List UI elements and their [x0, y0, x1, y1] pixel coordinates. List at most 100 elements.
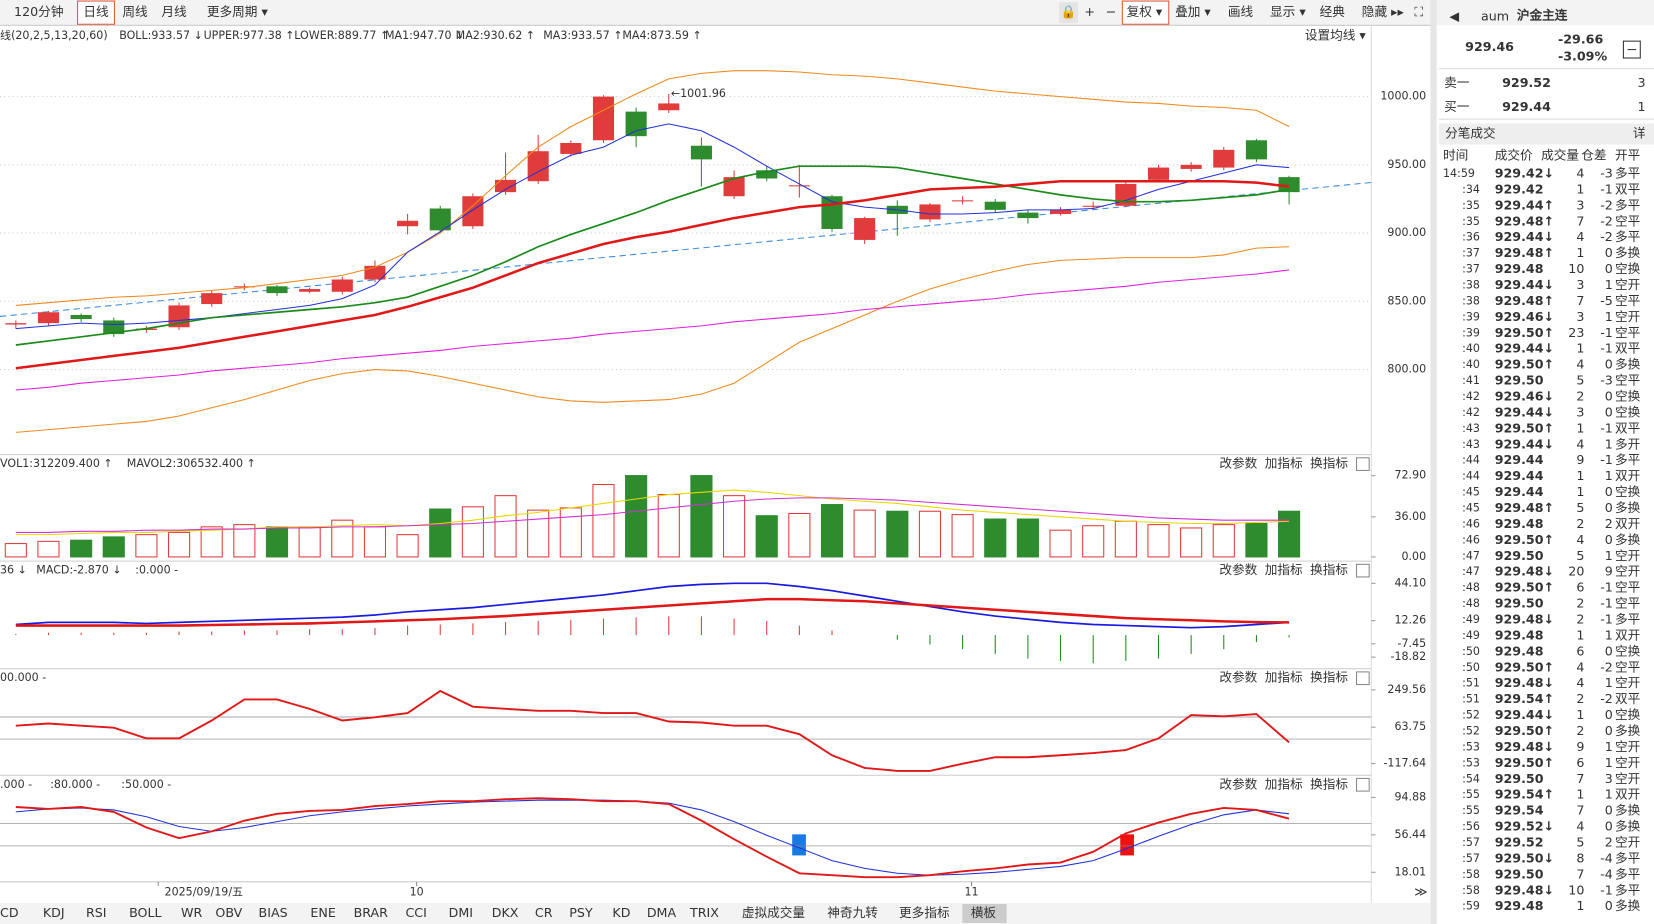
tab[interactable]: KDJ [43, 905, 65, 920]
volume-bar [70, 539, 93, 558]
legend-item: VOL1:312209.400 ↑ [0, 457, 113, 470]
splitter[interactable] [1430, 0, 1437, 924]
price-change: -29.66 [1558, 32, 1603, 47]
trade-time: :40 [1462, 358, 1480, 371]
panel-button[interactable]: 改参数 [1219, 670, 1257, 685]
candle-body [984, 201, 1006, 210]
panel-button[interactable]: 换指标 [1310, 670, 1348, 685]
tab[interactable]: RSI [86, 905, 107, 920]
volume-bar [1212, 524, 1235, 558]
tab[interactable]: CR [535, 905, 553, 920]
candle-body [1180, 164, 1202, 169]
trade-price: 929.44↓ [1495, 707, 1554, 722]
trade-type: 空平 [1615, 596, 1640, 611]
tab[interactable]: PSY [569, 905, 593, 920]
tab[interactable]: BOLL [129, 905, 161, 920]
tab[interactable]: CCI [405, 905, 426, 920]
panel-button[interactable]: 换指标 [1310, 562, 1348, 577]
collapse-box[interactable] [1622, 40, 1641, 59]
trade-price: 929.48↓ [1495, 739, 1554, 754]
trade-type: 多平 [1615, 452, 1640, 467]
panel-button[interactable]: 加指标 [1265, 562, 1303, 577]
trade-time: :43 [1462, 438, 1480, 451]
trade-type: 空换 [1615, 707, 1641, 722]
trade-time: :51 [1462, 693, 1480, 706]
scroll-end[interactable]: ≫ [1414, 884, 1427, 899]
panel-button[interactable]: 改参数 [1219, 456, 1257, 471]
period-button[interactable]: 日线 [83, 4, 109, 19]
lock-button[interactable] [1059, 2, 1079, 24]
tab[interactable]: WR [181, 905, 202, 920]
tab[interactable]: TRIX [689, 905, 719, 920]
trade-type: 空平 [1615, 373, 1640, 388]
panel-button[interactable]: 改参数 [1219, 562, 1257, 577]
period-button[interactable]: 月线 [161, 4, 187, 19]
candle-body [560, 143, 582, 154]
panel-close[interactable] [1356, 457, 1370, 471]
tab[interactable]: 虚拟成交量 [742, 905, 806, 920]
back-arrow[interactable]: ◀ [1449, 8, 1459, 23]
volume-bar [788, 512, 811, 558]
tab[interactable]: ENE [310, 905, 335, 920]
tab[interactable]: 横板 [971, 905, 997, 920]
trade-time: :53 [1462, 756, 1480, 769]
y-tick-label: 94.88 [1394, 790, 1426, 803]
trade-type: 空开 [1615, 739, 1640, 754]
trade-volume: 6 [1576, 580, 1584, 595]
trade-price: 929.48 [1495, 627, 1544, 642]
tab[interactable]: KD [612, 905, 630, 920]
tab[interactable]: OBV [215, 905, 242, 920]
tool-button[interactable]: 复权 ▾ [1127, 4, 1163, 19]
book-volume: 3 [1638, 75, 1646, 90]
zoom-out[interactable]: − [1105, 4, 1116, 19]
panel-button[interactable]: 加指标 [1265, 670, 1303, 685]
period-button[interactable]: 120分钟 [14, 4, 63, 19]
panel-button[interactable]: 换指标 [1310, 456, 1348, 471]
tool-button[interactable]: 经典 [1320, 4, 1346, 19]
tool-button[interactable]: 画线 [1228, 4, 1254, 19]
tab[interactable]: DKX [492, 905, 519, 920]
panel-close[interactable] [1356, 671, 1370, 686]
panel-button[interactable]: 换指标 [1310, 776, 1348, 791]
tab[interactable]: DMI [449, 905, 473, 920]
trade-time: :36 [1462, 231, 1480, 244]
tab[interactable]: 更多指标 [899, 905, 950, 920]
tool-button[interactable]: 显示 ▾ [1270, 4, 1306, 19]
panel-button[interactable]: 加指标 [1265, 776, 1303, 791]
tab[interactable]: DMA [647, 905, 677, 920]
trades-detail[interactable]: 详 [1633, 125, 1646, 140]
indicator-line [15, 179, 1290, 370]
trade-volume: 1 [1576, 787, 1584, 802]
tool-button[interactable]: 叠加 ▾ [1175, 4, 1211, 19]
y-tick-label: 56.44 [1394, 828, 1426, 841]
volume-bar [1049, 529, 1072, 558]
trade-type: 多平 [1615, 612, 1640, 627]
trade-volume: 4 [1576, 229, 1584, 244]
candle-body [331, 279, 353, 292]
panel-close[interactable] [1356, 563, 1370, 578]
x-tick-label: 10 [410, 885, 424, 898]
panel-close[interactable] [1356, 777, 1370, 792]
trade-type: 空开 [1615, 277, 1640, 292]
y-tick-label: -7.45 [1398, 637, 1427, 650]
candle-body [70, 314, 92, 320]
tab[interactable]: 神奇九转 [827, 905, 878, 920]
trade-volume: 6 [1576, 755, 1584, 770]
period-button[interactable]: 周线 [122, 4, 148, 19]
panel-button[interactable]: 加指标 [1265, 456, 1303, 471]
tab[interactable]: BIAS [259, 905, 288, 920]
trade-type: 多开 [1615, 436, 1640, 451]
trade-volume: 9 [1576, 739, 1584, 754]
tab[interactable]: CD [0, 905, 19, 920]
trade-price: 929.50 [1495, 548, 1544, 563]
tool-button[interactable]: 隐藏 ▸▸ [1362, 4, 1405, 19]
zoom-in[interactable]: + [1084, 4, 1095, 19]
trade-price: 929.44↓ [1495, 404, 1554, 419]
tab[interactable]: BRAR [354, 905, 389, 920]
settings-button[interactable]: 设置均线 ▾ [1305, 27, 1367, 42]
period-button[interactable]: 更多周期 ▾ [207, 4, 269, 19]
fullscreen[interactable]: ⛶ [1413, 4, 1424, 19]
trade-oi-change: 1 [1605, 739, 1613, 754]
trade-time: :52 [1462, 709, 1480, 722]
panel-button[interactable]: 改参数 [1219, 776, 1257, 791]
